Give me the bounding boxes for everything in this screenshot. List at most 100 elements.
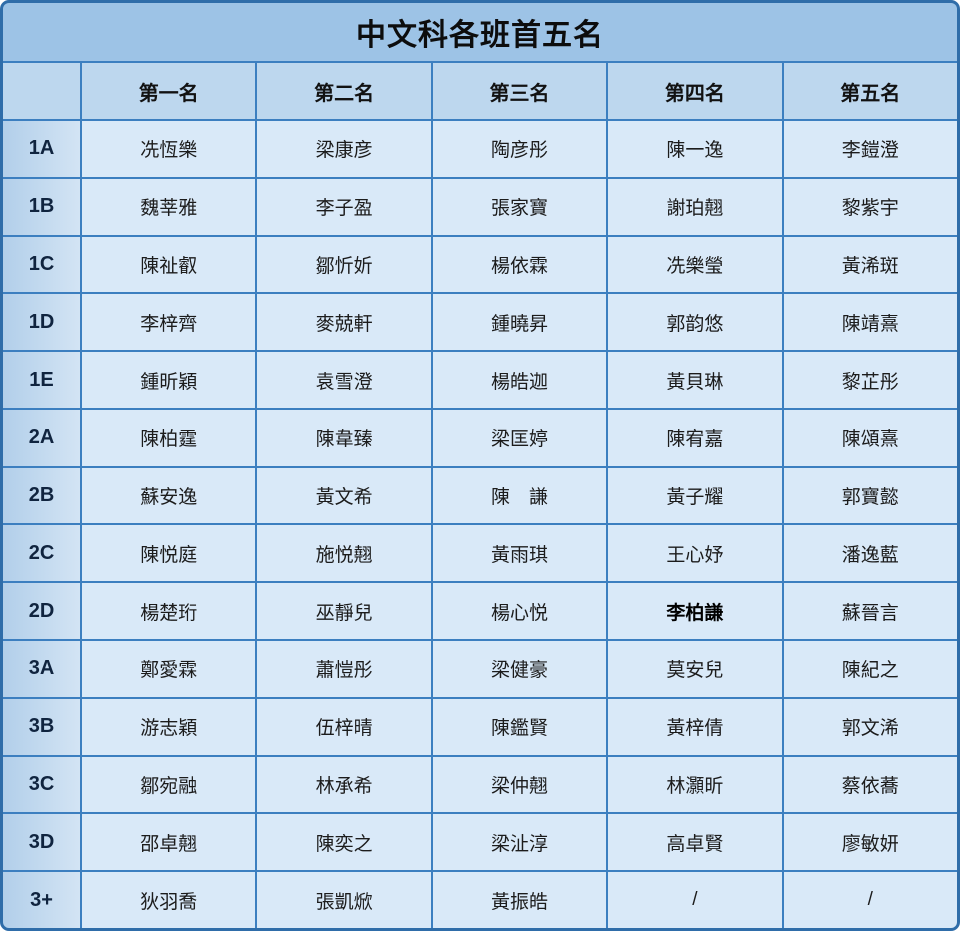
table-body: 1A 冼恆樂 梁康彦 陶彦彤 陳一逸 李鎧澄 1B 魏莘雅 李子盈 張家寶 謝珀翹 黎紫宇 1C 陳祉叡鄒… [3,121,957,928]
name-cell-3B-rank3: 陳鑑賢 [432,698,607,755]
class-label-2C: 2C [3,525,80,582]
name-cell-3B-rank2: 伍梓晴 [257,698,431,755]
name-cell-1A-rank4: 陳一逸 [608,121,782,177]
name-cell-3C-rank2: 林承希 [257,756,431,813]
name-cell-1D-rank1: 李梓齊 [82,294,256,351]
name-cell-3+-rank4: / [608,872,782,928]
table-row-1E: 1E 鍾昕穎 袁雪澄 楊皓迦 黃貝琳 黎芷彤 [3,352,957,408]
name-cell-1D-rank4: 郭韵悠 [608,294,782,351]
name-cell-1B-rank4: 謝珀翹 [608,178,782,235]
class-label-1C: 1C [3,236,80,293]
table-row-2A: 2A 陳柏霆 陳韋臻 梁匡婷 陳宥嘉 陳頌熹 [3,409,957,466]
name-cell-3D-rank3: 梁沚淳 [432,814,607,871]
name-cell-2D-rank3: 楊心悦 [432,583,607,640]
table-row-3B: 3B 游志穎 伍梓晴 陳鑑賢 黃梓倩 郭文浠 [3,698,957,755]
name-cell-2A-rank4: 陳宥嘉 [608,409,782,466]
name-cell-1A-rank2: 梁康彦 [257,121,431,177]
name-cell-3D-rank1: 邵卓翹 [82,814,256,871]
name-cell-3C-rank5: 蔡依蕎 [783,756,957,813]
name-cell-3A-rank3: 梁健豪 [432,641,607,697]
name-cell-2A-rank3: 梁匡婷 [432,409,607,466]
name-cell-3+-rank2: 張凱焮 [257,872,431,928]
class-label-2A: 2A [3,409,80,466]
name-cell-2C-rank4: 王心妤 [608,525,782,582]
name-cell-1A-rank1: 冼恆樂 [82,121,256,177]
table-row-2B: 2B 蘇安逸 黃文希陳 謙黃子耀 郭寶懿 [3,467,957,524]
name-cell-1E-rank3: 楊皓迦 [432,352,607,408]
table-row-3A: 3A 鄭愛霖 蕭愷彤 梁健豪 莫安兒 陳紀之 [3,641,957,697]
name-cell-3C-rank4: 林灝昕 [608,756,782,813]
name-cell-1B-rank5: 黎紫宇 [783,178,957,235]
name-cell-2C-rank3: 黃雨琪 [432,525,607,582]
name-cell-3B-rank4: 黃梓倩 [608,698,782,755]
table-row-3C: 3C 鄒宛融 林承希 梁仲翹 林灝昕 蔡依蕎 [3,756,957,813]
name-cell-3A-rank1: 鄭愛霖 [82,641,256,697]
name-cell-2D-rank4: 李柏謙 [608,583,782,640]
name-cell-3D-rank2: 陳奕之 [257,814,431,871]
class-label-1B: 1B [3,178,80,235]
name-cell-3A-rank5: 陳紀之 [783,641,957,697]
name-cell-1C-rank1: 陳祉叡 [82,236,256,293]
name-cell-1E-rank2: 袁雪澄 [257,352,431,408]
name-cell-2B-rank3: 陳 謙 [432,467,607,524]
name-cell-3C-rank3: 梁仲翹 [432,756,607,813]
name-cell-2B-rank2: 黃文希 [257,467,431,524]
column-header-rank-3: 第三名 [432,63,607,119]
name-cell-3A-rank4: 莫安兒 [608,641,782,697]
name-cell-1D-rank5: 陳靖熹 [783,294,957,351]
table-row-1B: 1B 魏莘雅 李子盈 張家寶 謝珀翹 黎紫宇 [3,178,957,235]
name-cell-3+-rank5: / [783,872,957,928]
name-cell-2D-rank5: 蘇晉言 [783,583,957,640]
name-cell-2A-rank5: 陳頌熹 [783,409,957,466]
class-label-3C: 3C [3,756,80,813]
table-row-2D: 2D 楊楚珩 巫靜兒 楊心悦 李柏謙 蘇晉言 [3,583,957,640]
class-label-1D: 1D [3,294,80,351]
class-label-3A: 3A [3,641,80,697]
table-row-3D: 3D 邵卓翹 陳奕之 梁沚淳 高卓賢 廖敏妍 [3,814,957,871]
name-cell-2C-rank5: 潘逸藍 [783,525,957,582]
name-cell-3+-rank1: 狄羽喬 [82,872,256,928]
name-cell-1A-rank3: 陶彦彤 [432,121,607,177]
name-cell-1A-rank5: 李鎧澄 [783,121,957,177]
column-header-rank-4: 第四名 [608,63,782,119]
corner-cell [3,63,80,119]
column-header-rank-1: 第一名 [82,63,256,119]
name-cell-1E-rank5: 黎芷彤 [783,352,957,408]
table-row-1C: 1C 陳祉叡 鄒忻妡 楊依霖 冼樂瑩 黃浠斑 [3,236,957,293]
table-row-2C: 2C 陳悦庭 施悦翹 黃雨琪 王心妤 潘逸藍 [3,525,957,582]
class-label-3B: 3B [3,698,80,755]
column-header-rank-5: 第五名 [783,63,957,119]
name-cell-2B-rank5: 郭寶懿 [783,467,957,524]
name-cell-3B-rank1: 游志穎 [82,698,256,755]
name-cell-1C-rank5: 黃浠斑 [783,236,957,293]
table-header-row: 第一名 第二名 第三名 第四名 第五名 [3,63,957,119]
name-cell-2D-rank2: 巫靜兒 [257,583,431,640]
name-cell-1C-rank2: 鄒忻妡 [257,236,431,293]
name-cell-3D-rank5: 廖敏妍 [783,814,957,871]
table-title: 中文科各班首五名 [3,3,957,61]
table-row-3+: 3+ 狄羽喬 張凱焮 黃振皓 / / [3,872,957,928]
name-cell-2C-rank1: 陳悦庭 [82,525,256,582]
name-cell-2B-rank1: 蘇安逸 [82,467,256,524]
class-label-2D: 2D [3,583,80,640]
name-cell-1E-rank1: 鍾昕穎 [82,352,256,408]
name-cell-1E-rank4: 黃貝琳 [608,352,782,408]
name-cell-3A-rank2: 蕭愷彤 [257,641,431,697]
name-cell-3B-rank5: 郭文浠 [783,698,957,755]
class-label-1E: 1E [3,352,80,408]
name-cell-2A-rank2: 陳韋臻 [257,409,431,466]
name-cell-1D-rank3: 鍾曉昇 [432,294,607,351]
name-cell-1B-rank2: 李子盈 [257,178,431,235]
name-cell-1C-rank3: 楊依霖 [432,236,607,293]
column-header-rank-2: 第二名 [257,63,431,119]
name-cell-1D-rank2: 麥兢軒 [257,294,431,351]
name-cell-1C-rank4: 冼樂瑩 [608,236,782,293]
name-cell-1B-rank3: 張家寶 [432,178,607,235]
name-cell-2B-rank4: 黃子耀 [608,467,782,524]
class-label-2B: 2B [3,467,80,524]
table-row-1D: 1D 李梓齊 麥兢軒 鍾曉昇 郭韵悠 陳靖熹 [3,294,957,351]
name-cell-2C-rank2: 施悦翹 [257,525,431,582]
name-cell-3C-rank1: 鄒宛融 [82,756,256,813]
name-cell-1B-rank1: 魏莘雅 [82,178,256,235]
table-row-1A: 1A 冼恆樂 梁康彦 陶彦彤 陳一逸 李鎧澄 [3,121,957,177]
